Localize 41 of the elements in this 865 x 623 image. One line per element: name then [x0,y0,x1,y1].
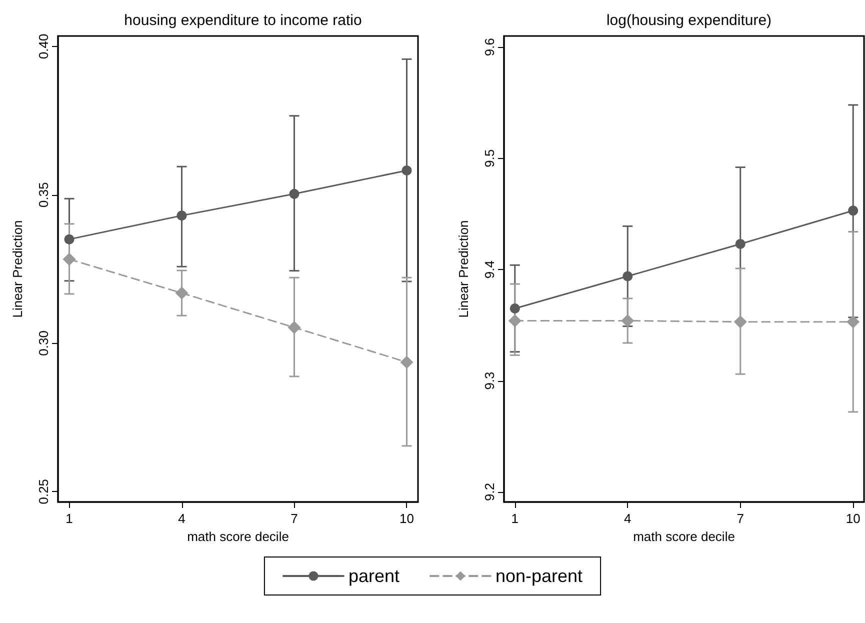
point [400,356,414,369]
x-tick-label: 10 [400,511,414,526]
x-tick-label: 1 [511,511,519,526]
point [508,314,522,328]
point [848,206,858,216]
point [288,320,301,334]
legend-label: non-parent [495,566,583,586]
y-tick-label: 9.4 [482,260,497,279]
y-tick-label: 9.5 [482,149,497,168]
chart-title: housing expenditure to income ratio [124,12,362,29]
y-tick-label: 9.3 [482,372,497,390]
chart-title: log(housing expenditure) [606,12,772,29]
x-tick-label: 4 [624,511,632,526]
x-tick-label: 7 [736,511,744,526]
point [289,188,300,199]
y-tick-label: 9.2 [482,482,497,502]
x-tick-label: 4 [178,511,186,526]
point [64,234,74,244]
point [734,315,747,328]
point [735,238,746,249]
x-axis-title: math score decile [187,529,289,544]
y-tick-label: 0.30 [36,330,51,356]
x-tick-label: 10 [846,511,860,526]
point [402,165,412,176]
x-axis-title: math score decile [633,529,735,544]
point [846,315,860,328]
x-tick-label: 1 [66,511,73,526]
point [176,210,187,221]
point [62,252,76,266]
x-tick-label: 7 [290,511,298,526]
y-tick-label: 0.25 [36,478,51,504]
y-axis-title: Linear Prediction [10,220,25,318]
point [622,271,633,282]
y-tick-label: 0.35 [36,182,51,208]
point [510,303,520,314]
point [621,314,634,328]
y-tick-label: 9.6 [482,38,497,56]
y-axis-title: Linear Prediction [456,220,471,318]
legend-label: parent [348,566,400,586]
y-tick-label: 0.40 [36,34,51,60]
point [175,286,188,300]
